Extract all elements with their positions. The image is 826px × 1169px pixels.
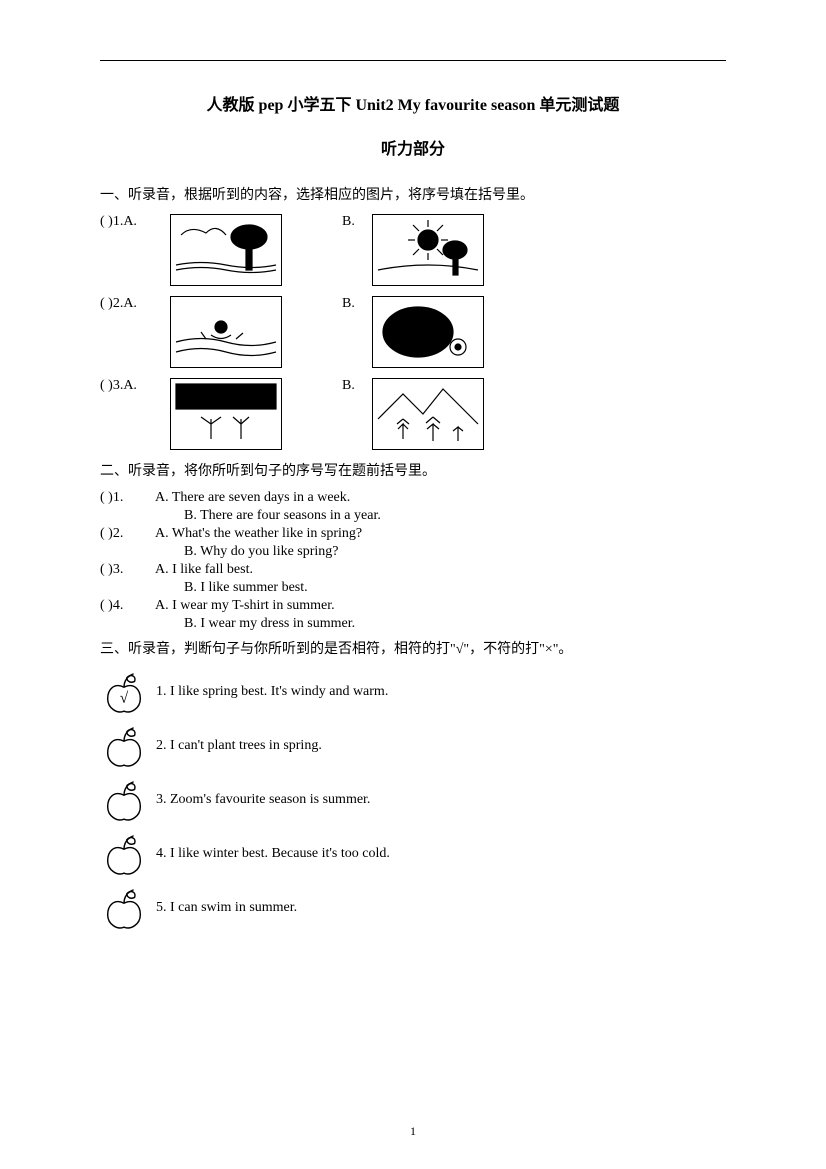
apple-icon — [100, 884, 148, 932]
statement-text: 2. I can't plant trees in spring. — [156, 738, 322, 754]
section1-row: ( )3.A. B. — [100, 378, 726, 450]
apple-icon: √ — [100, 668, 148, 716]
page-number: 1 — [0, 1124, 826, 1139]
option-a-text: A. What's the weather like in spring? — [155, 526, 362, 541]
apple-icon — [100, 776, 148, 824]
answer-blank[interactable]: ( )2.A. — [100, 296, 170, 312]
statement-text: 5. I can swim in summer. — [156, 900, 297, 916]
option-image-2a — [170, 296, 282, 368]
option-image-3a — [170, 378, 282, 450]
answer-blank[interactable]: ( )1.A. — [100, 214, 170, 230]
apple-icon — [100, 722, 148, 770]
statement-text: 1. I like spring best. It's windy and wa… — [156, 684, 388, 700]
answer-blank[interactable]: ( )4. — [100, 598, 155, 614]
apple-icon — [100, 830, 148, 878]
section3-item: √ 1. I like spring best. It's windy and … — [100, 668, 726, 716]
option-b-label: B. — [342, 378, 372, 394]
section3-item: 4. I like winter best. Because it's too … — [100, 830, 726, 878]
section2-item: ( )3.A. I like fall best. — [100, 562, 726, 578]
page-title: 人教版 pep 小学五下 Unit2 My favourite season 单… — [100, 91, 726, 115]
answer-blank[interactable]: ( )2. — [100, 526, 155, 542]
section1-head: 一、听录音，根据听到的内容，选择相应的图片，将序号填在括号里。 — [100, 184, 726, 204]
section1-row: ( )1.A. B. — [100, 214, 726, 286]
option-b-text: B. Why do you like spring? — [100, 544, 726, 560]
option-a-text: A. I wear my T-shirt in summer. — [155, 598, 335, 613]
option-image-3b — [372, 378, 484, 450]
section2-head: 二、听录音，将你所听到句子的序号写在题前括号里。 — [100, 460, 726, 480]
option-b-text: B. I wear my dress in summer. — [100, 616, 726, 632]
svg-text:√: √ — [120, 690, 129, 707]
section3-item: 3. Zoom's favourite season is summer. — [100, 776, 726, 824]
top-rule — [100, 60, 726, 61]
answer-blank[interactable]: ( )3. — [100, 562, 155, 578]
section3-head: 三、听录音，判断句子与你所听到的是否相符，相符的打"√"，不符的打"×"。 — [100, 638, 726, 658]
section3-item: 5. I can swim in summer. — [100, 884, 726, 932]
option-b-text: B. There are four seasons in a year. — [100, 508, 726, 524]
option-b-label: B. — [342, 214, 372, 230]
section2-item: ( )4.A. I wear my T-shirt in summer. — [100, 598, 726, 614]
answer-blank[interactable]: ( )1. — [100, 490, 155, 506]
option-image-1b — [372, 214, 484, 286]
section2-item: ( )2.A. What's the weather like in sprin… — [100, 526, 726, 542]
section2-item: ( )1.A. There are seven days in a week. — [100, 490, 726, 506]
option-image-2b — [372, 296, 484, 368]
option-b-label: B. — [342, 296, 372, 312]
option-image-1a — [170, 214, 282, 286]
section3-item: 2. I can't plant trees in spring. — [100, 722, 726, 770]
statement-text: 3. Zoom's favourite season is summer. — [156, 792, 370, 808]
option-a-text: A. I like fall best. — [155, 562, 253, 577]
section1-row: ( )2.A. B. — [100, 296, 726, 368]
page-subtitle: 听力部分 — [100, 135, 726, 159]
statement-text: 4. I like winter best. Because it's too … — [156, 846, 390, 862]
answer-blank[interactable]: ( )3.A. — [100, 378, 170, 394]
worksheet-page: 人教版 pep 小学五下 Unit2 My favourite season 单… — [0, 0, 826, 1169]
option-b-text: B. I like summer best. — [100, 580, 726, 596]
option-a-text: A. There are seven days in a week. — [155, 490, 350, 505]
